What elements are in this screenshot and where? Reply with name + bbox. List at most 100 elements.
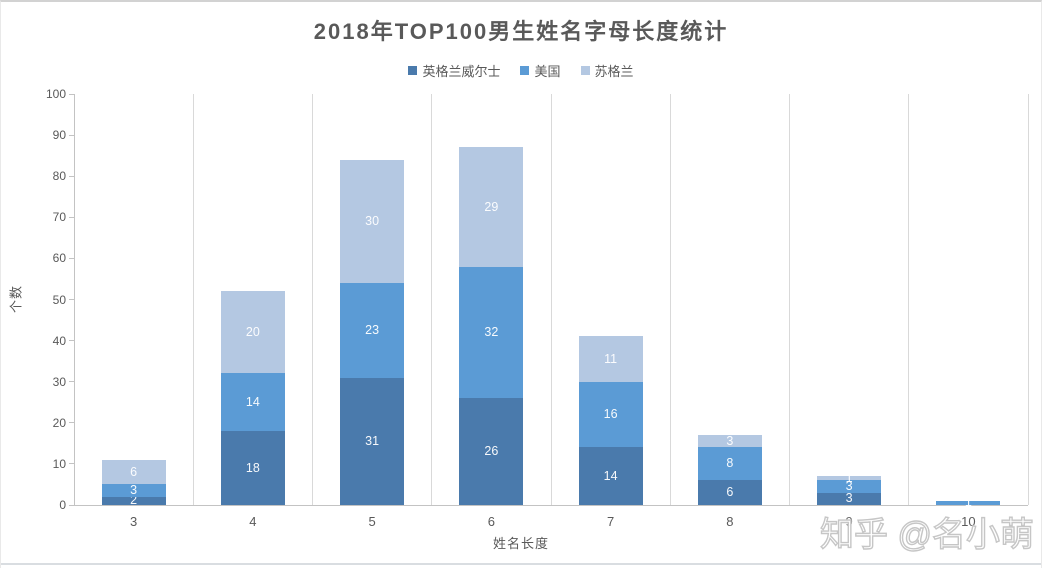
y-axis-tick (69, 175, 74, 177)
bar-segment-label: 16 (603, 407, 618, 422)
y-axis-tick (69, 422, 74, 424)
legend-swatch-icon (408, 66, 418, 75)
y-axis-tick (69, 463, 74, 465)
bar-segment (817, 492, 882, 505)
bar-segment-label: 3 (726, 433, 734, 448)
bar-segment (220, 373, 285, 431)
bar-segment (817, 476, 882, 481)
bar-segment-label: 20 (245, 324, 260, 339)
y-axis-tick (69, 93, 74, 95)
y-tick-label: 40 (52, 333, 66, 348)
bar-segment (936, 500, 1001, 505)
y-tick-label: 20 (52, 415, 66, 430)
y-tick-label: 0 (59, 498, 66, 512)
legend-swatch-icon (520, 66, 530, 75)
bar-segment (101, 484, 166, 497)
category-gridline (908, 94, 910, 505)
y-axis-line (74, 94, 75, 506)
bar-segment-label: 6 (726, 485, 734, 500)
bar-segment-label: 1 (845, 470, 853, 485)
bar-segment-label: 32 (484, 324, 499, 339)
bar-segment-label: 3 (845, 491, 853, 506)
y-axis-tick (69, 340, 74, 342)
legend: 英格兰威尔士 美国 苏格兰 (1, 61, 1041, 80)
bar-segment (340, 283, 405, 378)
bar-segment-label: 3 (845, 479, 853, 493)
y-tick-label: 80 (52, 169, 66, 184)
bar-segment (578, 447, 643, 505)
x-category-label: 7 (607, 514, 615, 529)
y-axis-tick (69, 504, 74, 506)
legend-item: 英格兰威尔士 (408, 61, 500, 80)
y-tick-label: 30 (52, 374, 66, 389)
bar-segment (340, 377, 405, 505)
bar-segment (697, 447, 762, 481)
category-gridline (312, 94, 313, 505)
bar-segment (220, 291, 285, 374)
category-gridline (669, 94, 671, 505)
bar-segment (459, 147, 524, 267)
bar-segment-label: 11 (604, 351, 618, 366)
x-category-label: 6 (487, 514, 495, 529)
x-category-label: 3 (130, 514, 138, 529)
legend-label: 英格兰威尔士 (422, 64, 501, 79)
bar-segment-label: 8 (726, 456, 734, 471)
y-tick-label: 90 (52, 128, 66, 143)
plot-area: 0 10 20 30 40 50 60 70 80 90 100 2 3 6 3 18 14 20 4 31 23 30 5… (46, 87, 1029, 529)
bar-segment-label: 29 (484, 199, 499, 214)
y-axis-tick (69, 257, 74, 259)
bar-segment-label: 3 (130, 483, 138, 498)
y-tick-label: 10 (52, 456, 66, 471)
y-axis-tick (69, 381, 74, 383)
y-tick-label: 100 (45, 87, 66, 101)
bar-segment (101, 496, 166, 505)
bar-segment (817, 480, 882, 493)
y-axis-title: 个数 (8, 284, 24, 314)
bar-segment-label: 2 (130, 493, 138, 508)
x-category-label: 8 (726, 514, 734, 529)
category-gridline (431, 94, 433, 505)
watermark: 知乎 @名小萌 (819, 515, 1034, 554)
bar-segment-label: 31 (365, 433, 380, 448)
x-category-label: 9 (845, 514, 853, 529)
bar-segment-label: 6 (130, 464, 138, 479)
bar-segment (578, 336, 643, 382)
legend-label: 美国 (534, 64, 561, 79)
category-gridline (550, 94, 552, 505)
bar-segment (101, 459, 166, 485)
legend-label: 苏格兰 (594, 64, 634, 79)
y-tick-label: 50 (52, 292, 66, 307)
category-gridline (789, 94, 790, 505)
x-category-label: 5 (368, 514, 376, 529)
x-category-label: 10 (961, 514, 976, 529)
bar-segment (459, 398, 524, 505)
x-axis-line (74, 505, 1028, 506)
bar-segment (340, 159, 405, 284)
x-category-label: 4 (249, 514, 257, 529)
category-gridline (1027, 94, 1029, 505)
legend-swatch-icon (580, 66, 590, 75)
bar-segment (459, 266, 524, 399)
bar-segment (697, 435, 762, 448)
bar-segment (697, 480, 762, 505)
bar-segment-label: 14 (603, 468, 618, 483)
y-tick-label: 70 (52, 210, 66, 225)
y-axis-tick (69, 216, 74, 218)
y-axis-tick (69, 299, 74, 300)
bar-segment (220, 431, 285, 505)
chart-title: 2018年TOP100男生姓名字母长度统计 (313, 19, 729, 44)
legend-item: 美国 (520, 61, 561, 80)
bar-segment (578, 381, 643, 448)
bar-segment-label: 18 (245, 460, 260, 475)
bar-segment-label: 26 (484, 444, 499, 459)
bar-segment-label: 1 (964, 495, 972, 510)
bottom-divider (1, 563, 1041, 565)
y-axis-tick (69, 134, 74, 136)
y-tick-label: 60 (52, 251, 66, 266)
bar-segment-label: 23 (365, 322, 380, 337)
bar-segment-label: 30 (365, 213, 380, 228)
category-gridline (192, 94, 194, 505)
bar-segment-label: 14 (245, 394, 260, 409)
legend-item: 苏格兰 (580, 61, 634, 80)
